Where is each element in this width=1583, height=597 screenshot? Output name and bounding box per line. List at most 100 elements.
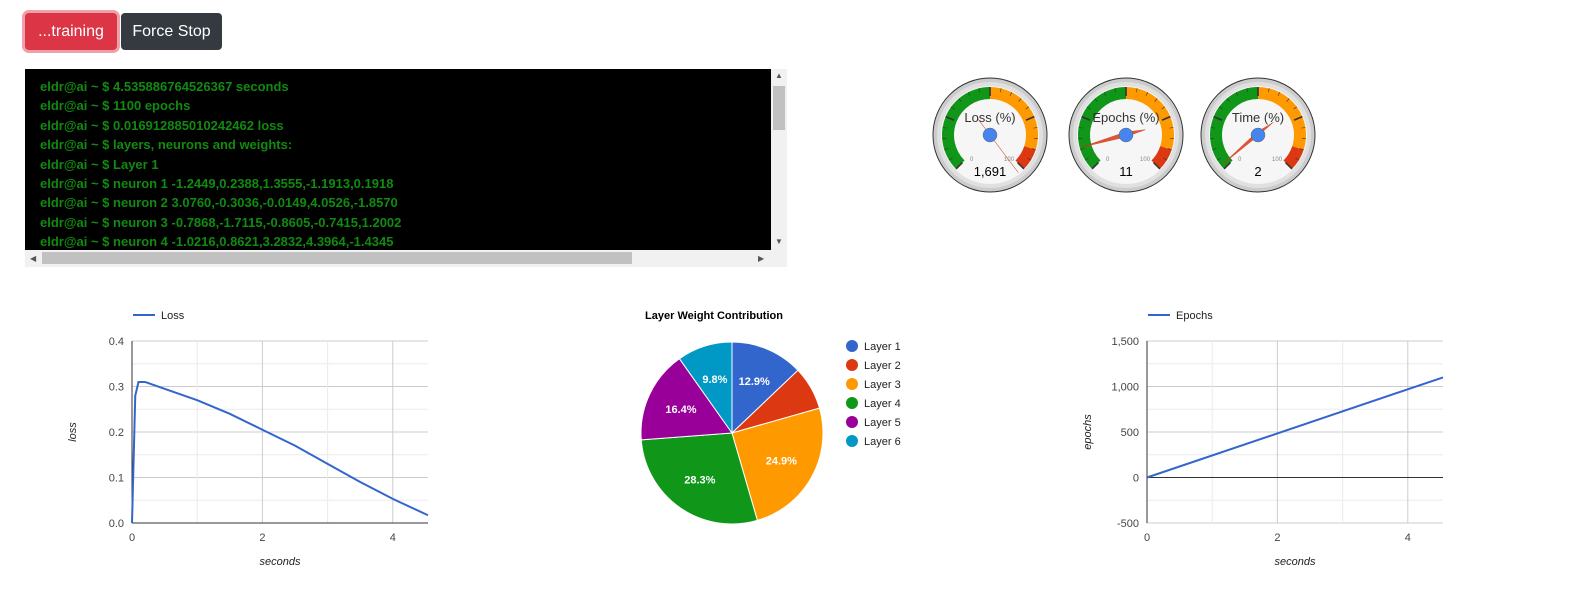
gauge-tick <box>1018 98 1022 102</box>
terminal-output[interactable]: eldr@ai ~ $ 4.535886764526367 seconds el… <box>25 69 787 267</box>
gauge-tick <box>1025 106 1030 110</box>
y-tick-label: 0.4 <box>109 336 124 348</box>
legend-label: Loss <box>161 310 185 322</box>
legend-swatch <box>846 416 858 428</box>
vertical-scrollbar[interactable]: ▲ ▼ <box>771 69 787 250</box>
terminal-line: eldr@ai ~ $ neuron 4 -1.0216,0.8621,3.28… <box>40 234 394 250</box>
gauge-needle <box>977 118 1019 173</box>
gauge-tick <box>1135 88 1138 93</box>
force-stop-button[interactable]: Force Stop <box>121 13 222 50</box>
pie-slice-4 <box>640 432 759 525</box>
legend-label: Layer 4 <box>864 398 901 410</box>
scroll-left-icon[interactable]: ◀ <box>30 254 37 263</box>
gauge-tick <box>950 106 955 110</box>
gauge-tick <box>945 115 955 121</box>
gauge-max-label: 100 <box>1004 157 1015 163</box>
scroll-up-icon[interactable]: ▲ <box>775 71 783 80</box>
gauge-hub <box>1118 127 1134 143</box>
gauge-green-band <box>1210 87 1258 169</box>
x-tick-label: 0 <box>129 532 135 544</box>
y-tick-label: 500 <box>1121 427 1139 439</box>
legend-label: Layer 5 <box>864 417 901 429</box>
x-tick-label: 2 <box>259 532 265 544</box>
gauge-orange-band <box>1126 87 1175 150</box>
gauge-hub <box>982 127 998 143</box>
pie-data-label: 24.9% <box>766 455 797 467</box>
gauge-orange-band <box>990 87 1038 150</box>
gauge-tick <box>1277 92 1281 96</box>
gauge-tick <box>1080 148 1085 151</box>
loss-series-line <box>131 380 429 524</box>
gauge-min-label: 0 <box>1106 157 1110 163</box>
epochs-series-line <box>1146 376 1444 479</box>
terminal-line: eldr@ai ~ $ neuron 1 -1.2449,0.2388,1.35… <box>40 175 394 191</box>
gauge-label: Epochs (%) <box>1092 110 1159 125</box>
gauge-tick <box>1210 127 1215 129</box>
gauge-needle <box>1080 129 1146 148</box>
pie-slice-1 <box>731 341 799 435</box>
gauge-tick <box>1295 157 1300 161</box>
gauge-tick <box>1163 157 1168 161</box>
x-tick-label: 2 <box>1274 532 1280 544</box>
y-tick-label: 0.3 <box>109 382 124 394</box>
gauge-red-band <box>1015 146 1036 169</box>
gauge-tick <box>1286 98 1290 102</box>
x-tick-label: 0 <box>1144 532 1150 544</box>
gauge-tick <box>1094 98 1098 102</box>
terminal-line: eldr@ai ~ $ 0.016912885010242462 loss <box>40 117 284 133</box>
gauge-tick <box>1084 157 1089 161</box>
gauge-hub <box>1250 127 1266 143</box>
legend-label: Epochs <box>1176 310 1213 322</box>
gauge-tick <box>1212 148 1217 151</box>
gauge-rim <box>932 77 1048 193</box>
gauge-min-label: 0 <box>1238 157 1242 163</box>
pie-data-label: 16.4% <box>665 404 696 416</box>
gauge-tick <box>1025 115 1035 121</box>
training-button[interactable]: ...training <box>25 13 117 50</box>
gauge-tick <box>1017 162 1025 170</box>
gauge-rim-inner <box>1073 82 1179 188</box>
gauge-tick <box>1285 162 1293 170</box>
gauge-face <box>941 86 1039 184</box>
gauge-min-label: 0 <box>970 157 974 163</box>
gauge-tick <box>1031 148 1036 151</box>
gauge-rim <box>1200 77 1316 193</box>
gauge-label: Time (%) <box>1232 110 1284 125</box>
horizontal-scrollbar[interactable]: ◀ ▶ <box>25 250 771 267</box>
horizontal-scroll-thumb[interactable] <box>42 252 632 264</box>
gauge-rim-inner <box>937 82 1043 188</box>
pie-slice-5 <box>640 358 733 441</box>
gauge-value: 2 <box>1254 164 1261 179</box>
x-axis-title: seconds <box>1275 556 1316 568</box>
y-tick-label: 1,000 <box>1111 382 1139 394</box>
pie-title: Layer Weight Contribution <box>645 310 783 322</box>
gauge-tick <box>967 92 971 96</box>
gauge-rim <box>1068 77 1184 193</box>
pie-slice-2 <box>731 369 821 434</box>
gauge-tick <box>999 88 1002 93</box>
gauge-tick <box>1218 106 1223 110</box>
gauge-tick <box>1301 127 1306 129</box>
y-axis-title: loss <box>67 422 79 442</box>
gauge-tick <box>1078 127 1083 129</box>
gauge-needle <box>1221 122 1274 166</box>
y-tick-label: 0.1 <box>109 473 124 485</box>
terminal-line: eldr@ai ~ $ 1100 epochs <box>40 98 191 114</box>
gauge-tick <box>1103 92 1107 96</box>
pie-data-label: 9.8% <box>702 374 727 386</box>
gauge-tick <box>1216 157 1221 161</box>
gauge-tick <box>1299 148 1304 151</box>
legend-swatch <box>846 359 858 371</box>
gauge-tick <box>1169 127 1174 129</box>
gauge-tick <box>1223 162 1231 170</box>
gauge-tick <box>1081 115 1091 121</box>
vertical-scroll-thumb[interactable] <box>773 86 785 130</box>
gauge-value: 11 <box>1119 164 1133 179</box>
y-tick-label: 0.2 <box>109 427 124 439</box>
pie-slice-3 <box>731 407 824 522</box>
scroll-right-icon[interactable]: ▶ <box>758 254 765 263</box>
gauge-tick <box>1293 115 1303 121</box>
x-tick-label: 4 <box>1405 532 1411 544</box>
y-tick-label: 0 <box>1133 473 1139 485</box>
scroll-down-icon[interactable]: ▼ <box>775 237 783 246</box>
